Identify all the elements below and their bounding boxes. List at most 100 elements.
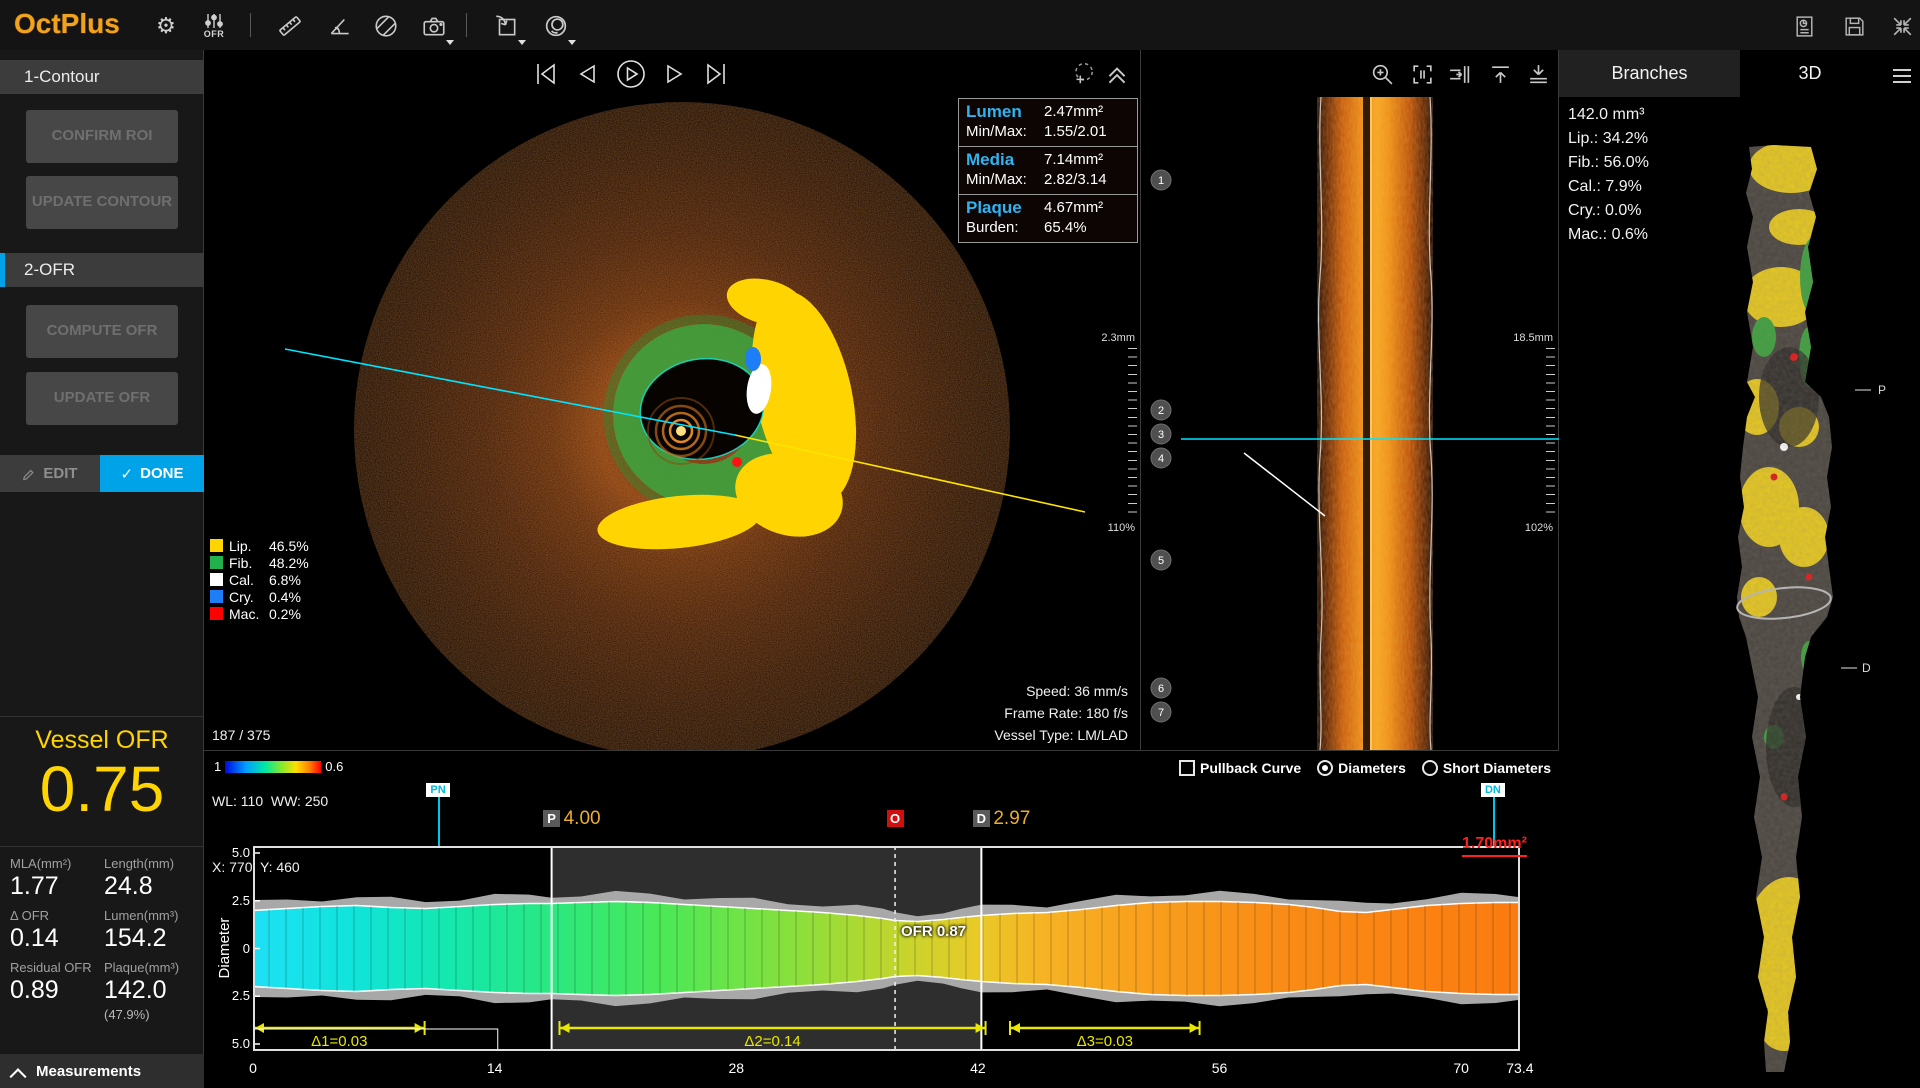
legend-swatch — [210, 573, 223, 586]
bookmark-5[interactable]: 5 — [1151, 550, 1171, 570]
marker-PN[interactable]: PN — [426, 783, 449, 797]
volume-stat-line: Mac.: 0.6% — [1568, 223, 1649, 247]
report-icon[interactable] — [1786, 8, 1822, 44]
svg-text:7: 7 — [1158, 707, 1164, 719]
confirm-roi-button[interactable]: CONFIRM ROI — [26, 110, 178, 163]
measurement-name: Plaque — [966, 198, 1044, 218]
edit-button[interactable]: EDIT — [0, 455, 100, 492]
last-frame-button[interactable] — [704, 61, 728, 87]
legend-value: 48.2% — [269, 555, 309, 571]
colorbar-gradient — [225, 761, 321, 773]
prev-frame-button[interactable] — [577, 61, 597, 87]
bookmark-6[interactable]: 6 — [1151, 678, 1171, 698]
tab-branches[interactable]: Branches — [1559, 50, 1740, 97]
stat-label: Plaque(mm³) — [104, 960, 200, 975]
play-button[interactable] — [616, 59, 646, 89]
legend-label: Lip. — [229, 538, 269, 554]
legend-value: 0.2% — [269, 606, 301, 622]
check-icon: ✓ — [121, 465, 134, 483]
measure-area-icon[interactable] — [368, 8, 404, 44]
measure-line-white[interactable] — [1244, 453, 1325, 516]
compute-ofr-button[interactable]: COMPUTE OFR — [26, 305, 178, 358]
section-contour[interactable]: 1-Contour — [0, 60, 204, 94]
settings-gear-icon[interactable]: ⚙ — [148, 8, 184, 44]
fit-width-icon[interactable] — [1407, 59, 1437, 89]
delta1-highlight-box — [254, 1029, 498, 1050]
bookmark-2[interactable]: 2 — [1151, 400, 1171, 420]
marker-P[interactable]: P — [543, 810, 560, 827]
stat-subvalue: (47.9%) — [104, 1007, 200, 1022]
measurement-area: 2.47mm² — [1044, 102, 1103, 122]
menu-hamburger-icon[interactable] — [1887, 61, 1917, 91]
section-ofr[interactable]: 2-OFR — [0, 253, 204, 287]
lens-view-icon[interactable] — [538, 8, 574, 44]
scroll-bottom-icon[interactable] — [1523, 59, 1553, 89]
measurement-row: Lumen2.47mm²Min/Max:1.55/2.01 — [959, 99, 1137, 147]
stat-value: 142.0 — [104, 976, 200, 1005]
pencil-icon — [22, 467, 36, 481]
roi-circle-icon[interactable] — [1068, 59, 1098, 89]
align-marker-icon[interactable] — [1444, 59, 1474, 89]
option-pullback-curve[interactable]: Pullback Curve — [1179, 760, 1301, 776]
option-diameters[interactable]: Diameters — [1317, 760, 1406, 776]
legend-item: Cry.0.4% — [210, 588, 309, 605]
svg-text:6: 6 — [1158, 683, 1164, 695]
x-tick: 42 — [956, 1060, 1000, 1076]
legend-label: Fib. — [229, 555, 269, 571]
update-ofr-button[interactable]: UPDATE OFR — [26, 372, 178, 425]
measurement-subvalue: 1.55/2.01 — [1044, 122, 1107, 142]
y-tick: 5.0 — [218, 1036, 250, 1051]
marker-O[interactable]: O — [887, 810, 904, 827]
measurement-sublabel: Burden: — [966, 218, 1044, 238]
stat-cell: Residual OFR0.89 — [10, 960, 104, 1022]
playback-controls — [534, 59, 728, 89]
legend-swatch — [210, 590, 223, 603]
diameter-plot[interactable]: Δ1=0.03 Δ2=0.14 Δ3=0.03 — [253, 846, 1520, 1051]
collapse-icon[interactable] — [1884, 8, 1920, 44]
x-tick: 56 — [1198, 1060, 1242, 1076]
cross-scale-bottom: 110% — [1108, 522, 1135, 534]
legend-label: Mac. — [229, 606, 269, 622]
tab-3d[interactable]: 3D — [1740, 50, 1880, 97]
save-icon[interactable] — [1836, 8, 1872, 44]
measurement-row: Media7.14mm²Min/Max:2.82/3.14 — [959, 147, 1137, 195]
bookmark-7[interactable]: 7 — [1151, 702, 1171, 722]
export-icon[interactable] — [488, 8, 524, 44]
longitudinal-panel: 1234567 18.5mm 102% — [1141, 50, 1559, 750]
option-short-diameters[interactable]: Short Diameters — [1422, 760, 1551, 776]
stat-cell: Length(mm)24.8 — [104, 856, 200, 901]
longitudinal-image[interactable]: 1 2 3 4 5 6 7 — [1141, 97, 1559, 750]
bookmark-3[interactable]: 3 — [1151, 424, 1171, 444]
x-tick: 0 — [231, 1060, 275, 1076]
measure-angle-icon[interactable] — [322, 8, 358, 44]
measurement-name: Media — [966, 150, 1044, 170]
ofr-colorbar: 1 0.6 — [214, 759, 343, 774]
done-button[interactable]: ✓ DONE — [100, 455, 204, 492]
right-3d-panel: Branches 3D — [1559, 50, 1920, 1088]
scroll-top-icon[interactable] — [1485, 59, 1515, 89]
ofr-settings-icon[interactable]: OFR — [196, 8, 232, 44]
legend-value: 6.8% — [269, 572, 301, 588]
delta-annotation-3: Δ3=0.03 — [1010, 1021, 1200, 1050]
measurement-box: Lumen2.47mm²Min/Max:1.55/2.01Media7.14mm… — [958, 98, 1138, 243]
zoom-in-icon[interactable] — [1367, 59, 1397, 89]
view-options: Pullback Curve Diameters Short Diameters — [1179, 760, 1551, 776]
svg-text:Δ2=0.14: Δ2=0.14 — [744, 1033, 800, 1050]
bookmark-1[interactable]: 1 — [1151, 170, 1171, 190]
x-tick: 70 — [1439, 1060, 1483, 1076]
stat-label: Lumen(mm³) — [104, 908, 200, 923]
update-contour-button[interactable]: UPDATE CONTOUR — [26, 176, 178, 229]
marker-DN[interactable]: DN — [1481, 783, 1505, 797]
y-tick: 0 — [218, 941, 250, 956]
collapse-panel-icon[interactable] — [1102, 59, 1132, 89]
stat-value: 0.89 — [10, 976, 104, 1005]
stat-value: 24.8 — [104, 872, 200, 901]
snapshot-camera-icon[interactable] — [416, 8, 452, 44]
measurements-bar[interactable]: Measurements — [0, 1054, 204, 1088]
next-frame-button[interactable] — [665, 61, 685, 87]
bookmark-4[interactable]: 4 — [1151, 448, 1171, 468]
first-frame-button[interactable] — [534, 61, 558, 87]
measure-ruler-icon[interactable] — [272, 8, 308, 44]
svg-text:Δ1=0.03: Δ1=0.03 — [311, 1033, 367, 1050]
marker-D[interactable]: D — [973, 810, 990, 827]
